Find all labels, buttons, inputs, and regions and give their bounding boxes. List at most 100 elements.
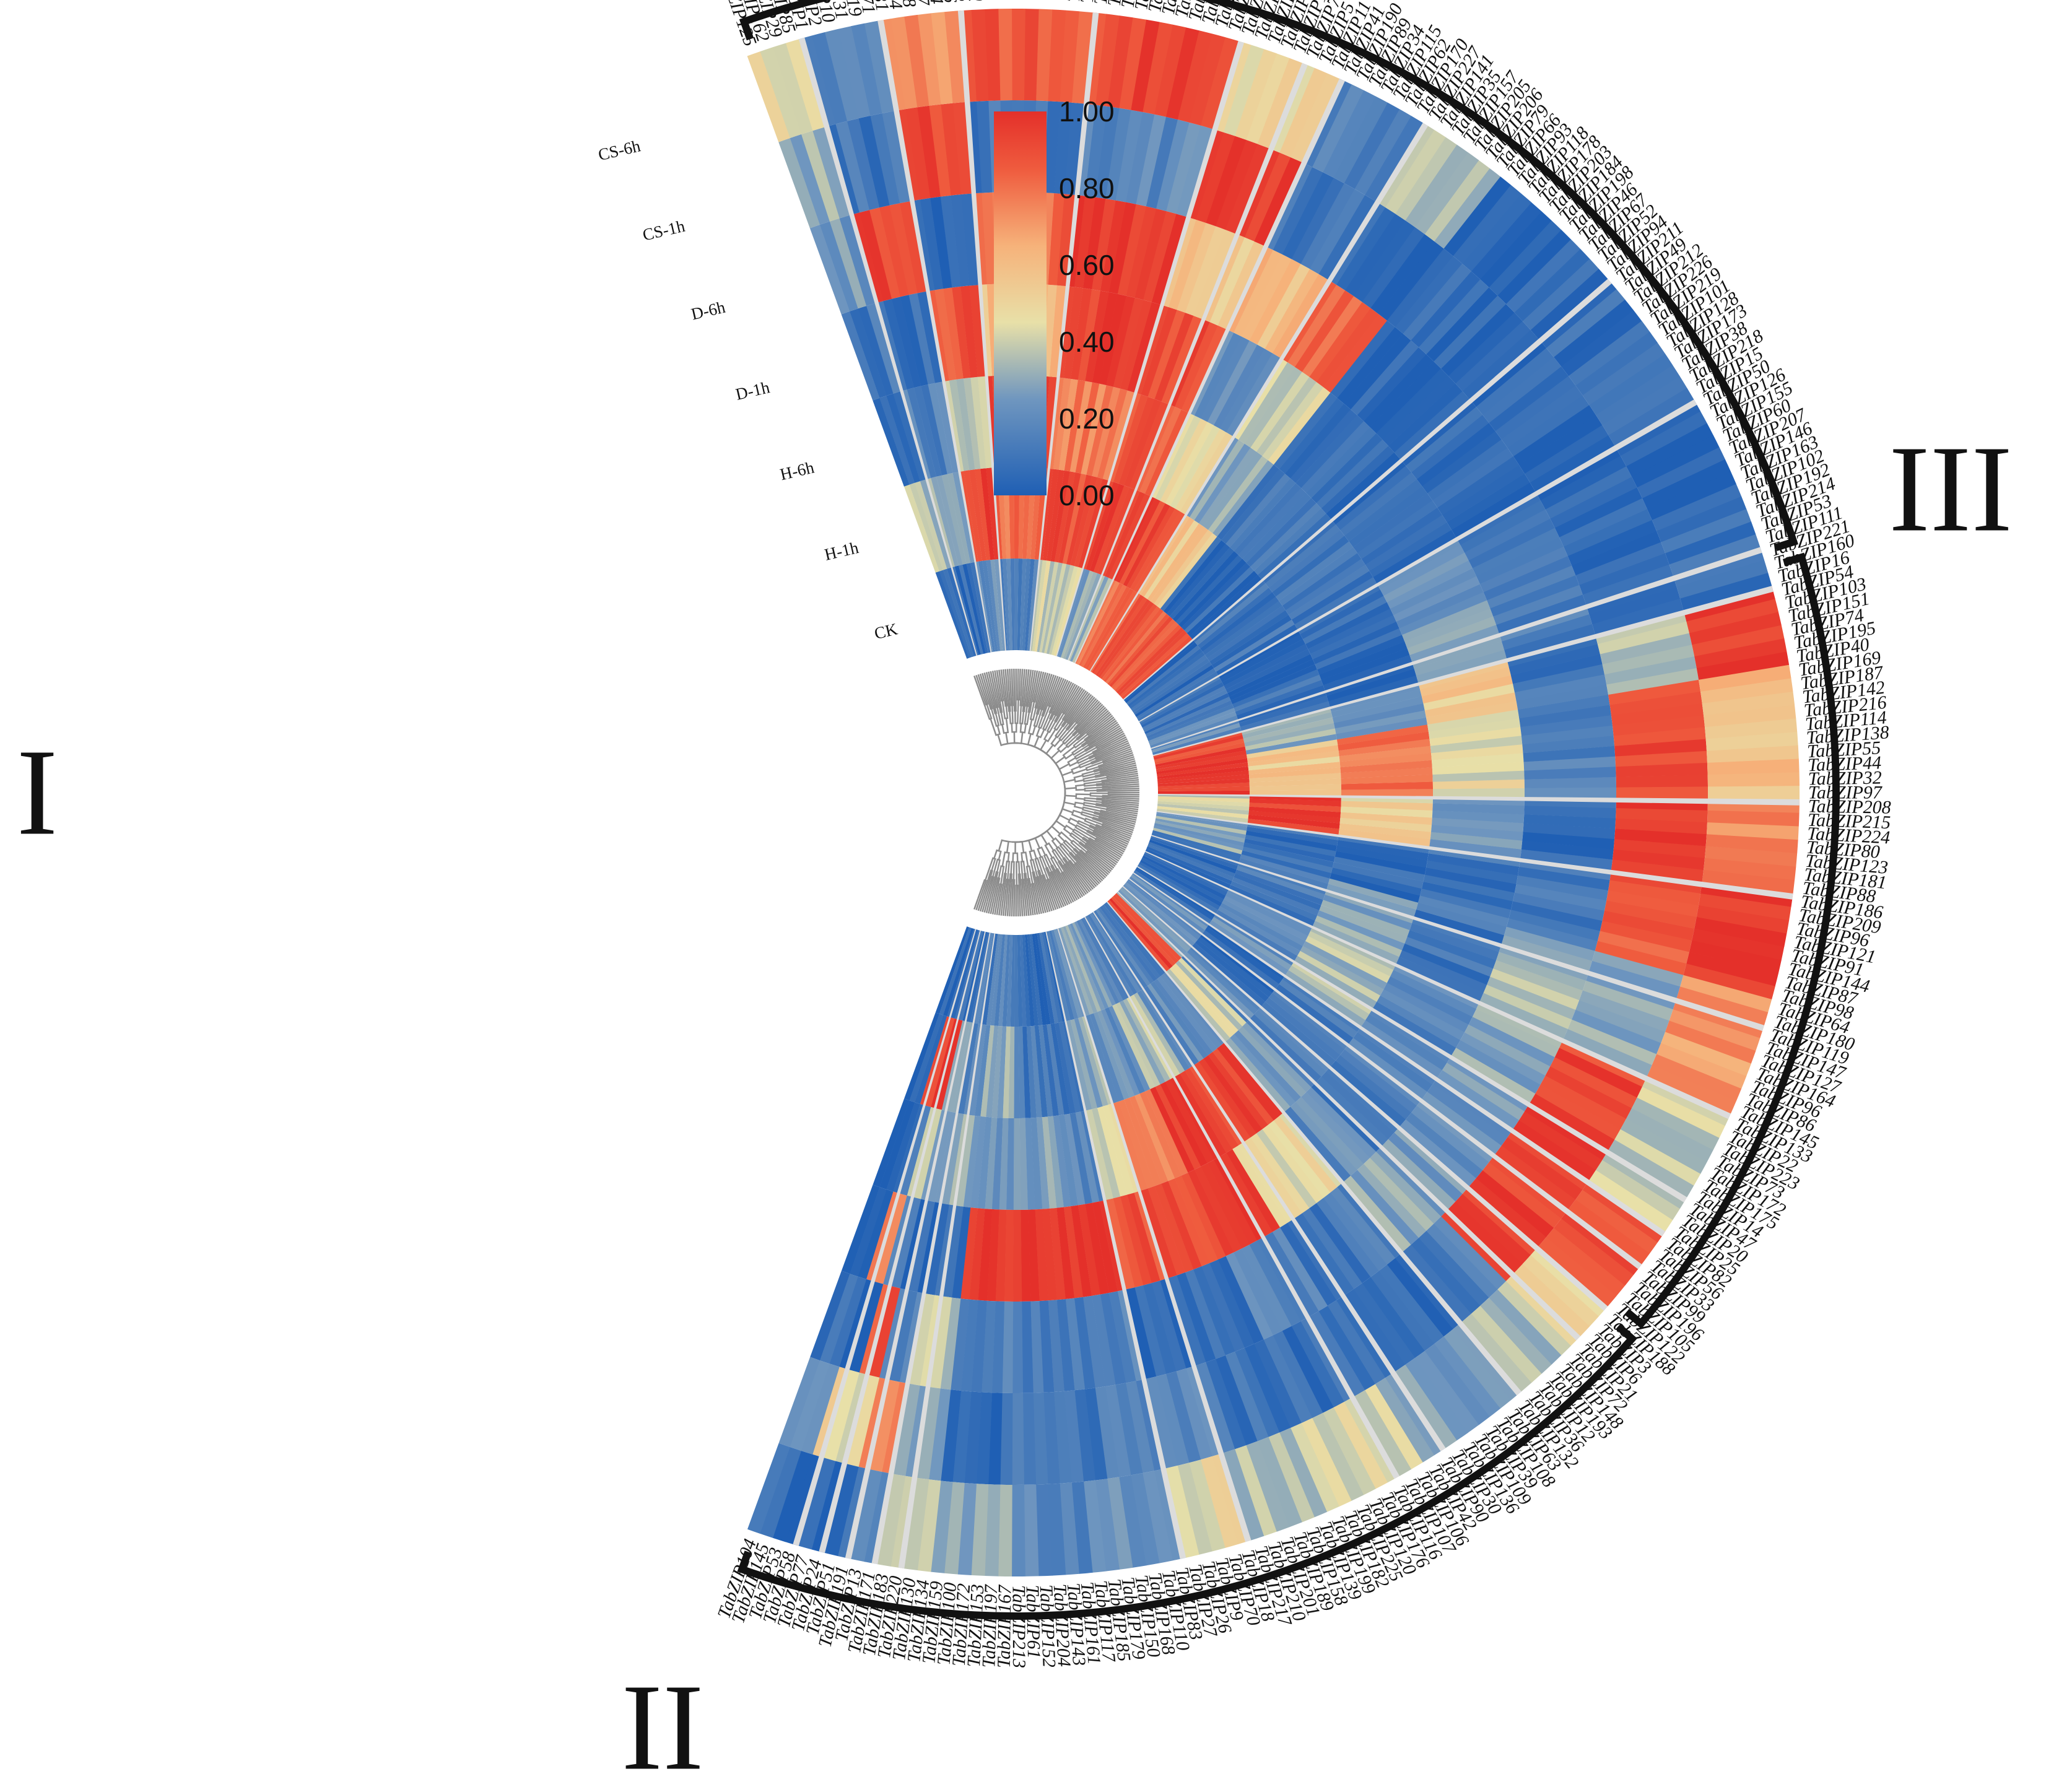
dendrogram-branch [1027, 719, 1036, 736]
heatmap-cell [824, 1370, 860, 1461]
heatmap-cell [1084, 1480, 1107, 1573]
heatmap-cell [1414, 909, 1505, 944]
heatmap-cell [1156, 1373, 1190, 1466]
heatmap-cell [1131, 654, 1208, 711]
heatmap-cell [1195, 583, 1269, 646]
dendrogram-leaf [1087, 705, 1105, 723]
heatmap-cell [1351, 1170, 1419, 1245]
dendrogram-leaf [1030, 898, 1034, 916]
dendrogram-leaf [1105, 850, 1121, 860]
dendrogram-leaf [1050, 675, 1057, 692]
dendrogram-leaf [1025, 905, 1028, 916]
heatmap-cell [1442, 464, 1525, 523]
heatmap-cell [1195, 939, 1269, 1002]
dendrogram-branch [1055, 846, 1071, 862]
heatmap-cell [1247, 827, 1338, 846]
heatmap-cell [1063, 287, 1083, 379]
heatmap-cell [1575, 542, 1666, 585]
heatmap-cell [1081, 383, 1107, 475]
heatmap-cell [1479, 546, 1568, 593]
heatmap-cell [1535, 1084, 1621, 1140]
heatmap-cell [1340, 812, 1432, 825]
heatmap-cell [1126, 206, 1157, 298]
heatmap-cell [1156, 750, 1247, 770]
heatmap-cell [900, 295, 928, 386]
dendrogram-leaf [994, 670, 1001, 704]
heatmap-cell [1069, 1113, 1092, 1204]
heatmap-cell [1326, 668, 1416, 702]
heatmap-cell [1184, 567, 1255, 633]
heatmap-cell [1504, 624, 1595, 659]
dendrogram-branch [1014, 840, 1025, 854]
heatmap-cell [1036, 1117, 1050, 1209]
heatmap-cell [1037, 561, 1055, 653]
heatmap-cell [1602, 644, 1695, 675]
heatmap-cell [1235, 680, 1323, 716]
heatmap-cell [1335, 1054, 1412, 1120]
heatmap-cell [1102, 390, 1134, 480]
heatmap-cell [1357, 500, 1438, 559]
cluster-separator [845, 931, 987, 1560]
heatmap-cell [778, 138, 820, 228]
heatmap-cell [1257, 58, 1302, 149]
heatmap-cell [1501, 614, 1593, 650]
dendrogram-leaf [1038, 671, 1043, 683]
dendrogram-leaf [1071, 890, 1078, 901]
heatmap-cell [1290, 73, 1339, 162]
heatmap-cell [1118, 396, 1155, 486]
gene-label: TabZIP204 [1050, 1583, 1074, 1667]
heatmap-cell [1522, 1254, 1600, 1326]
heatmap-cell [1249, 798, 1341, 807]
heatmap-cell [1411, 1237, 1481, 1314]
heatmap-cell [1151, 526, 1208, 604]
dendrogram-leaf [1059, 884, 1071, 905]
heatmap-cell [1124, 1097, 1162, 1186]
heatmap-cell [1349, 1038, 1428, 1099]
heatmap-cell [1341, 781, 1433, 790]
heatmap-cell [1707, 759, 1800, 775]
heatmap-cell [1097, 487, 1135, 575]
heatmap-cell [1177, 30, 1212, 123]
dendrogram-leaf [1093, 856, 1112, 872]
heatmap-cell [1194, 443, 1251, 524]
heatmap-cell [1207, 340, 1258, 425]
heatmap-cell [1120, 887, 1190, 952]
dendrogram-leaf [1019, 669, 1021, 680]
heatmap-cell [1395, 256, 1463, 334]
dendrogram-leaf [1120, 766, 1138, 772]
heatmap-cell [1141, 1188, 1177, 1278]
heatmap-cell [1022, 934, 1031, 1027]
heatmap-cell [1520, 715, 1613, 736]
heatmap-cell [1321, 900, 1410, 937]
condition-label: D-6h [689, 298, 727, 324]
heatmap-cell [970, 376, 986, 469]
heatmap-cell [1414, 152, 1479, 235]
cluster-separator [793, 929, 978, 1548]
heatmap-cell [1194, 1061, 1251, 1142]
cluster-separator [1156, 809, 1794, 900]
cluster-separator [1151, 833, 1766, 1032]
heatmap-cell [942, 568, 974, 658]
heatmap-cell [956, 378, 975, 471]
heatmap-cell [1399, 1119, 1476, 1186]
dendrogram-leaf [1117, 800, 1139, 804]
heatmap-cell [1246, 1441, 1290, 1532]
heatmap-cell [1039, 562, 1059, 653]
dendrogram-leaf [1100, 820, 1133, 833]
dendrogram-leaf [1062, 869, 1082, 898]
heatmap-cell [1705, 731, 1798, 751]
heatmap-cell [1263, 1335, 1313, 1424]
heatmap-cell [1010, 934, 1015, 1027]
legend-tick-label: 0.40 [1059, 326, 1115, 358]
heatmap-cell [943, 928, 974, 1017]
dendrogram-leaf [1080, 877, 1092, 891]
heatmap-cell [1330, 320, 1395, 398]
heatmap-cell [1126, 1381, 1155, 1473]
heatmap-cell [1269, 993, 1345, 1055]
heatmap-cell [1592, 950, 1684, 987]
gene-label: TabZIP165 [978, 0, 1001, 1]
heatmap-cell [1380, 544, 1465, 596]
dendrogram-leaf [1097, 738, 1128, 754]
heatmap-cell [1431, 824, 1523, 841]
heatmap-cell [1126, 645, 1200, 705]
